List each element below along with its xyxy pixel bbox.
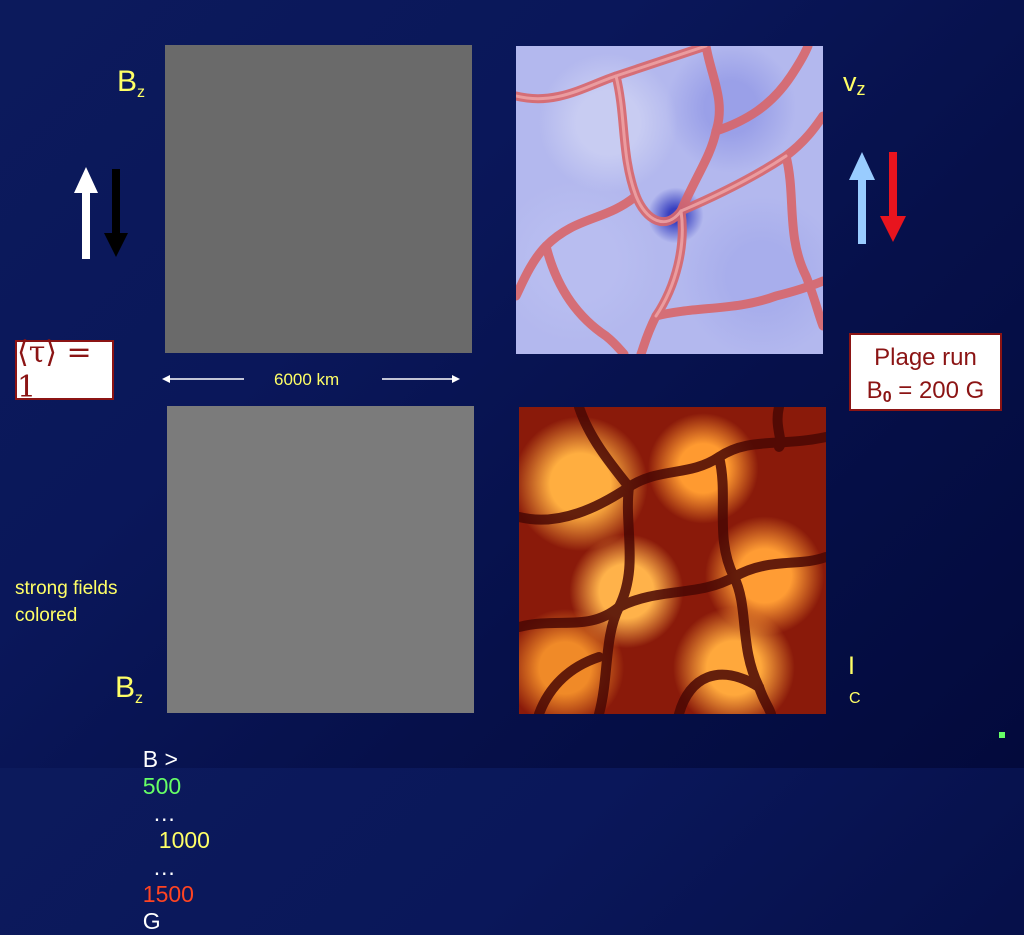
vz-map — [516, 46, 823, 354]
strong-fields-line2: colored — [15, 605, 78, 626]
strong-fields-note: strong fields colored — [15, 575, 117, 629]
plage-b-value: = 200 G — [891, 377, 985, 404]
plage-b-letter: B — [866, 377, 883, 404]
intergranular-lanes — [519, 407, 826, 714]
slide-marker-icon — [999, 732, 1005, 738]
field-scale-prefix: B > — [142, 746, 178, 772]
vz-downflow-lanes — [516, 46, 823, 354]
bz-bottom-label: Bz — [115, 673, 143, 707]
vz-label: vz — [843, 67, 866, 99]
tau-label: ⟨τ⟩ = 1 — [17, 335, 92, 405]
intensity-map — [519, 407, 826, 714]
field-scale-unit: G — [142, 908, 161, 934]
bz-top-label: Bz — [117, 67, 145, 101]
scale-label: 6000 km — [274, 370, 340, 389]
ic-label: I C — [848, 652, 861, 708]
bz-map-top — [165, 45, 472, 353]
scale-arrow-left-icon — [162, 375, 244, 383]
plage-b-subscript: 0 — [882, 389, 892, 406]
bz-top-letter: B — [117, 65, 138, 98]
plage-run-field: B0 = 200 G — [851, 374, 1000, 414]
arrow-up-white-icon — [74, 167, 98, 259]
bz-bottom-subscript: z — [135, 690, 144, 707]
strong-fields-line1: strong fields — [15, 578, 118, 599]
tau-equals-one-box: ⟨τ⟩ = 1 — [15, 335, 114, 405]
vz-letter: v — [843, 67, 857, 97]
polarity-arrows-bz — [74, 167, 128, 259]
field-scale-sep2: … — [152, 854, 176, 880]
field-scale-500: 500 — [142, 773, 182, 799]
plage-run-title: Plage run — [874, 344, 977, 371]
scale-arrow-right-icon — [382, 375, 460, 383]
arrow-up-lightblue-icon — [849, 152, 875, 244]
field-scale-sep1: … — [152, 800, 176, 826]
bz-map-bottom — [167, 406, 474, 713]
bz-top-subscript: z — [137, 84, 146, 101]
ic-subscript: C — [849, 690, 861, 707]
plage-run-box: Plage run B0 = 200 G — [849, 333, 1002, 411]
field-scale-1000: 1000 — [158, 827, 210, 853]
polarity-arrows-vz — [849, 152, 906, 244]
field-strength-scale: B > 500 … 1000 … 1500 G — [130, 719, 210, 935]
ic-letter: I — [848, 652, 855, 680]
bz-bottom-letter: B — [115, 671, 136, 704]
arrow-down-red-icon — [880, 152, 906, 242]
field-scale-1500: 1500 — [142, 881, 194, 907]
vz-subscript: z — [856, 79, 866, 99]
arrow-down-black-icon — [104, 169, 128, 257]
